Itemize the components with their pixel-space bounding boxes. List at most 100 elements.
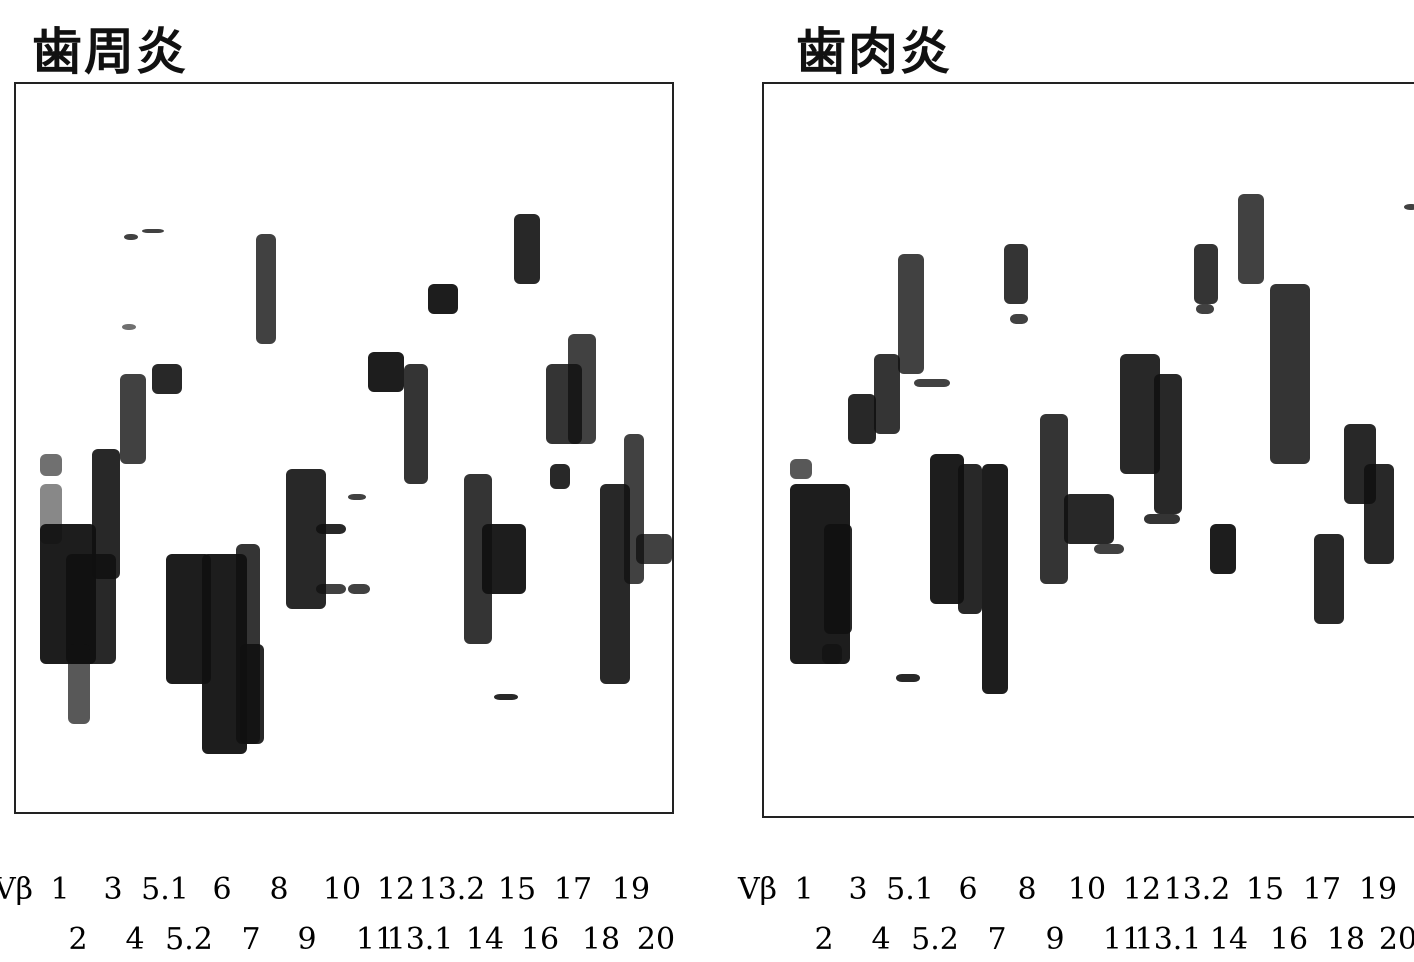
gel-band [600, 484, 630, 684]
gel-band [348, 584, 370, 594]
lane-label: 13.1 [386, 922, 454, 957]
lane-label: 9 [297, 922, 317, 957]
lane-label: 6 [212, 872, 232, 907]
gel-band [790, 459, 812, 479]
gel-band [1238, 194, 1264, 284]
gel-band [874, 354, 900, 434]
gel-band [1010, 314, 1028, 324]
gel-band [152, 364, 182, 394]
vbeta-prefix: Vβ [738, 872, 778, 907]
lane-label: 11 [355, 922, 395, 957]
gel-band [848, 394, 876, 444]
lane-label: 13.2 [418, 872, 486, 907]
vbeta-prefix: Vβ [0, 872, 34, 907]
lane-label: 4 [871, 922, 891, 957]
lane-label: 10 [1067, 872, 1107, 907]
gel-band [1154, 374, 1182, 514]
gel-band [120, 374, 146, 464]
gel-band [464, 474, 492, 644]
lane-label: 3 [103, 872, 123, 907]
lane-labels-row2-left: 2 4 5.2 7 9 11 13.1 14 16 18 20 [0, 922, 700, 962]
gel-band [1314, 534, 1344, 624]
lane-label: 3 [848, 872, 868, 907]
gel-band [1004, 244, 1028, 304]
gel-image-right [762, 82, 1414, 818]
lane-label: 7 [987, 922, 1007, 957]
lane-label: 1 [794, 872, 814, 907]
gel-band [1194, 244, 1218, 304]
gel-band [66, 554, 116, 664]
gel-band [428, 284, 458, 314]
gel-band [256, 234, 276, 344]
lane-label: 17 [1302, 872, 1342, 907]
lane-label: 20 [1378, 922, 1414, 957]
lane-label: 5.2 [165, 922, 213, 957]
lane-label: 7 [241, 922, 261, 957]
lane-label: 11 [1102, 922, 1142, 957]
lane-label: 15 [1245, 872, 1285, 907]
gel-band [368, 352, 404, 392]
panel-left-title: 歯周炎 [32, 23, 188, 81]
gel-image-left [14, 82, 674, 814]
gel-band [68, 644, 90, 724]
gel-band [316, 524, 346, 534]
lane-label: 5.1 [141, 872, 189, 907]
gel-band [1210, 524, 1236, 574]
lane-label: 4 [125, 922, 145, 957]
lane-label: 20 [636, 922, 676, 957]
lane-label: 5.1 [886, 872, 934, 907]
gel-band [92, 449, 120, 579]
gel-band [1064, 494, 1114, 544]
gel-band [40, 454, 62, 476]
gel-band [348, 494, 366, 500]
lane-label: 16 [1269, 922, 1309, 957]
lane-label: 12 [1122, 872, 1162, 907]
gel-band [240, 644, 264, 744]
gel-band [1094, 544, 1124, 554]
lane-label: 13.1 [1134, 922, 1202, 957]
gel-band [1270, 284, 1310, 464]
lane-label: 5.2 [911, 922, 959, 957]
gel-band [1364, 464, 1394, 564]
gel-band [896, 674, 920, 682]
gel-band [316, 584, 346, 594]
lane-label: 14 [1209, 922, 1249, 957]
lane-label: 14 [465, 922, 505, 957]
gel-band [1404, 204, 1414, 210]
lane-label: 8 [1017, 872, 1037, 907]
lane-label: 10 [322, 872, 362, 907]
gel-band [142, 229, 164, 233]
gel-band [404, 364, 428, 484]
gel-band [824, 524, 852, 634]
gel-band [1196, 304, 1214, 314]
lane-label: 15 [497, 872, 537, 907]
gel-band [568, 334, 596, 444]
lane-label: 2 [68, 922, 88, 957]
gel-band [550, 464, 570, 489]
gel-band [914, 379, 950, 387]
gel-band [958, 464, 982, 614]
lane-label: 2 [814, 922, 834, 957]
gel-band [982, 464, 1008, 694]
gel-band [166, 554, 211, 684]
lane-labels-row2-right: 2 4 5.2 7 9 11 13.1 14 16 18 20 [0, 922, 1414, 962]
lane-label: 8 [269, 872, 289, 907]
lane-label: 9 [1045, 922, 1065, 957]
lane-label: 17 [553, 872, 593, 907]
gel-band [124, 234, 138, 240]
lane-label: 18 [1326, 922, 1366, 957]
gel-band [482, 524, 526, 594]
gel-band [494, 694, 518, 700]
gel-band [286, 469, 326, 609]
gel-band [122, 324, 136, 330]
lane-label: 19 [1358, 872, 1398, 907]
gel-band [1144, 514, 1180, 524]
gel-band [1120, 354, 1160, 474]
gel-band [202, 554, 247, 754]
lane-label: 1 [50, 872, 70, 907]
gel-band [636, 534, 672, 564]
lane-label: 18 [581, 922, 621, 957]
lane-label: 12 [376, 872, 416, 907]
gel-band [822, 644, 842, 664]
lane-label: 13.2 [1163, 872, 1231, 907]
